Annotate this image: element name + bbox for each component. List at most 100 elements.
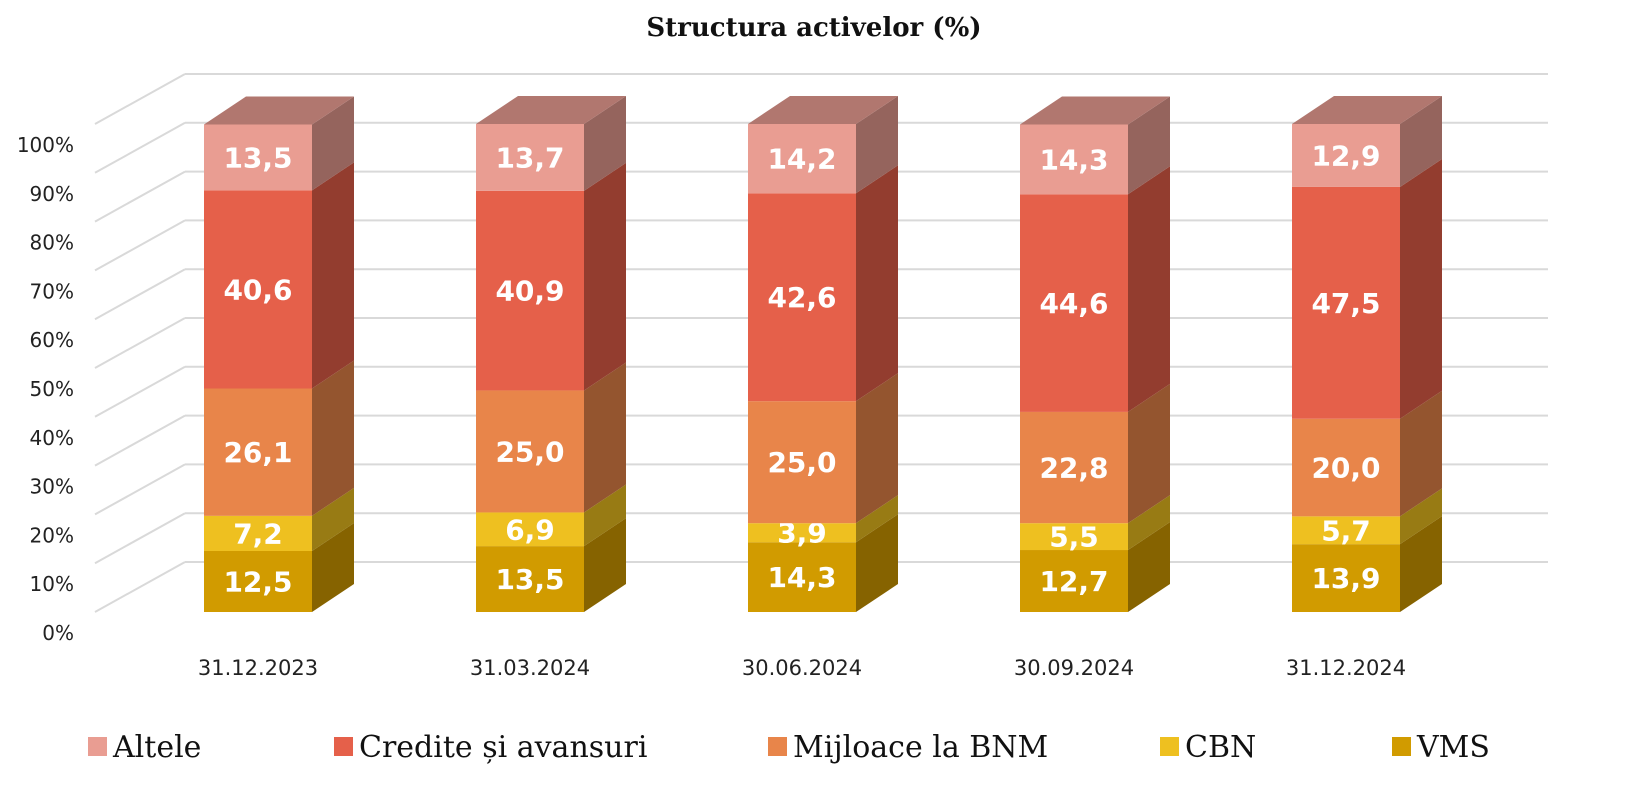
y-tick-label: 10% — [30, 572, 74, 596]
bar-segment-Mijloace la BNM — [1292, 418, 1400, 517]
gridline-diagonal — [94, 463, 186, 516]
y-tick-label: 50% — [30, 377, 74, 401]
bar-segment-CBN — [204, 515, 312, 551]
data-label: 47,5 — [1311, 287, 1380, 320]
bar-side-Credite și avansuri — [1400, 158, 1442, 419]
gridline-diagonal — [94, 170, 186, 223]
bar-side-VMS — [856, 514, 898, 612]
data-label: 25,0 — [767, 446, 836, 479]
bar-segment-VMS — [476, 546, 584, 612]
y-tick-label: 80% — [30, 231, 74, 255]
bar-segment-VMS — [204, 551, 312, 612]
bar-side-CBN — [584, 484, 626, 547]
bar-segment-VMS — [1020, 550, 1128, 612]
bar-segment-Altele — [748, 124, 856, 194]
bar-side-Mijloace la BNM — [312, 360, 354, 516]
bar-side-Altele — [312, 96, 354, 191]
bar-side-Altele — [856, 96, 898, 194]
bar-segment-CBN — [476, 512, 584, 547]
x-tick-label: 31.12.2023 — [198, 656, 318, 680]
data-label: 12,7 — [1039, 565, 1108, 598]
bar-segment-Altele — [1292, 124, 1400, 187]
gridline-diagonal — [94, 561, 186, 613]
bar-segment-CBN — [748, 523, 856, 543]
x-tick-label: 30.06.2024 — [742, 656, 862, 680]
x-axis-labels: 31.12.2023 31.03.2024 30.06.2024 30.09.2024… — [198, 656, 1406, 680]
data-label: 13,5 — [495, 563, 564, 596]
bars-layer: 12,5 7,2 26,1 40,6 13,5 13,5 6,9 25,0 40,9 13,7 14… — [204, 96, 1442, 612]
bar-side-Altele — [1400, 96, 1442, 187]
bar-side-Mijloace la BNM — [584, 362, 626, 513]
data-label: 14,3 — [767, 561, 836, 594]
legend-label: CBN — [1185, 730, 1256, 765]
data-label: 44,6 — [1039, 287, 1108, 320]
legend-label: VMS — [1416, 730, 1490, 765]
data-label: 40,6 — [223, 273, 292, 306]
bar-top-Altele — [1292, 96, 1442, 124]
bar-side-VMS — [1400, 516, 1442, 612]
legend-label: Mijloace la BNM — [793, 730, 1048, 765]
data-label: 40,9 — [495, 275, 564, 308]
bar-segment-CBN — [1292, 516, 1400, 545]
x-tick-label: 30.09.2024 — [1014, 656, 1134, 680]
bar-segment-VMS — [748, 542, 856, 612]
gridline-diagonal — [94, 365, 186, 418]
y-tick-label: 0% — [42, 621, 74, 645]
x-tick-label: 31.12.2024 — [1286, 656, 1406, 680]
data-label: 25,0 — [495, 435, 564, 468]
data-label: 5,7 — [1321, 514, 1371, 547]
data-label: 5,5 — [1049, 521, 1099, 554]
y-tick-label: 30% — [30, 475, 74, 499]
legend-swatch — [334, 737, 353, 756]
data-label: 7,2 — [233, 517, 283, 550]
bar-top-Altele — [748, 96, 898, 124]
y-tick-label: 40% — [30, 426, 74, 450]
y-tick-label: 60% — [30, 328, 74, 352]
x-tick-label: 31.03.2024 — [470, 656, 590, 680]
gridline-diagonal — [94, 121, 186, 174]
bar-stack-30.09.2024: 12,7 5,5 22,8 44,6 14,3 — [1020, 96, 1170, 612]
legend-swatch — [768, 737, 787, 756]
bar-side-Altele — [584, 96, 626, 191]
bar-side-CBN — [1400, 488, 1442, 545]
legend-swatch — [1160, 737, 1179, 756]
bar-side-Mijloace la BNM — [1128, 383, 1170, 524]
data-label: 12,5 — [223, 566, 292, 599]
bar-segment-Credite și avansuri — [1020, 194, 1128, 412]
legend-item: Mijloace la BNM — [768, 730, 1048, 765]
bar-side-Mijloace la BNM — [1400, 390, 1442, 517]
bar-top-Altele — [476, 96, 626, 124]
bar-segment-Credite și avansuri — [748, 193, 856, 402]
data-label: 14,3 — [1039, 143, 1108, 176]
legend-swatch — [88, 737, 107, 756]
data-label: 20,0 — [1311, 452, 1380, 485]
data-label: 22,8 — [1039, 452, 1108, 485]
bar-side-Credite și avansuri — [856, 165, 898, 402]
bar-segment-Altele — [204, 124, 312, 191]
bar-side-CBN — [856, 495, 898, 543]
bar-top-Altele — [1020, 96, 1170, 125]
bar-segment-Credite și avansuri — [204, 190, 312, 389]
legend-label: Altele — [112, 730, 201, 765]
gridline-diagonal — [94, 414, 186, 467]
gridline-diagonal — [94, 268, 186, 321]
legend-swatch — [1392, 737, 1411, 756]
legend-item: Credite și avansuri — [334, 730, 647, 765]
bar-side-Credite și avansuri — [312, 162, 354, 389]
data-label: 26,1 — [223, 436, 292, 469]
legend-item: VMS — [1392, 730, 1490, 765]
gridline-diagonal — [94, 512, 186, 565]
chart-title: Structura activelor (%) — [646, 13, 981, 43]
data-label: 6,9 — [505, 513, 555, 546]
bar-segment-Mijloace la BNM — [476, 390, 584, 513]
bar-side-CBN — [1128, 495, 1170, 551]
data-label: 13,9 — [1311, 562, 1380, 595]
gridline-diagonal — [94, 317, 186, 369]
y-tick-label: 90% — [30, 182, 74, 206]
bar-top-Altele — [204, 96, 354, 125]
bar-segment-Mijloace la BNM — [204, 388, 312, 516]
bar-segment-Altele — [1020, 124, 1128, 195]
bar-segment-Credite și avansuri — [476, 190, 584, 391]
